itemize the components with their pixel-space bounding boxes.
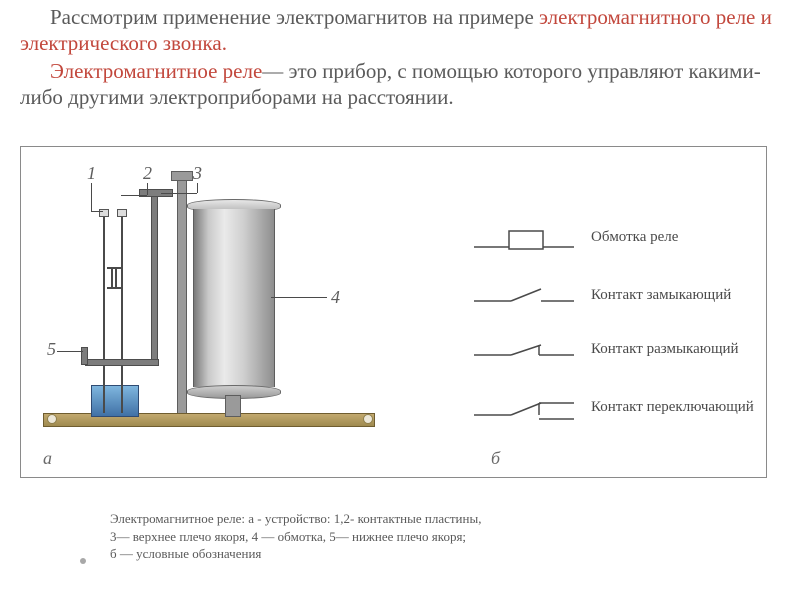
- leader-2: [147, 183, 148, 195]
- leader-4: [271, 297, 327, 298]
- callout-1: 1: [87, 163, 96, 184]
- callout-3: 3: [193, 163, 202, 184]
- caption-line-2: 3— верхнее плечо якоря, 4 — обмотка, 5— …: [110, 529, 466, 544]
- callout-4: 4: [331, 287, 340, 308]
- leader-1: [91, 211, 103, 212]
- symbol-co-contact: [469, 391, 579, 431]
- symbol-nc-contact: [469, 337, 579, 367]
- blue-block: [91, 385, 139, 417]
- coil-foot: [225, 395, 241, 417]
- page: Рассмотрим применение электромагнитов на…: [0, 0, 800, 600]
- symbol-no-contact: [469, 281, 579, 311]
- symbol-label-nc: Контакт размыкающий: [591, 341, 739, 358]
- leader-2: [121, 195, 147, 196]
- figure-box: 1 2 3 4 5 а б Обмотка реле Контакт замык…: [20, 146, 767, 478]
- contact-spring-1: [103, 213, 105, 413]
- leader-3: [161, 193, 197, 194]
- baseplate-rivet: [363, 414, 373, 424]
- contact-spring-2: [121, 213, 123, 413]
- contact-c: [111, 267, 121, 289]
- post: [177, 177, 187, 415]
- armature-vertical: [151, 193, 158, 365]
- panel-label-a: а: [43, 448, 52, 469]
- caption-line-1: Электромагнитное реле: а - устройство: 1…: [110, 511, 481, 526]
- p2-accent: Электромагнитное реле: [50, 59, 262, 83]
- spring-tip: [117, 209, 127, 217]
- leader-3: [197, 183, 198, 193]
- figure-caption: Электромагнитное реле: а - устройство: 1…: [110, 510, 740, 563]
- caption-line-3: б — условные обозначения: [110, 546, 261, 561]
- baseplate-rivet: [47, 414, 57, 424]
- paragraph-1: Рассмотрим применение электромагнитов на…: [20, 4, 780, 57]
- p1-text: Рассмотрим применение электромагнитов на…: [50, 5, 539, 29]
- leader-1: [91, 183, 92, 211]
- post-top: [171, 171, 193, 181]
- armature-hook: [81, 347, 88, 365]
- leader-5: [57, 351, 83, 352]
- coil-body: [193, 209, 275, 387]
- callout-5: 5: [47, 339, 56, 360]
- symbol-coil: [469, 223, 579, 257]
- bullet-icon: [80, 558, 86, 564]
- armature-bottom: [85, 359, 159, 366]
- symbol-label-coil: Обмотка реле: [591, 229, 678, 246]
- callout-2: 2: [143, 163, 152, 184]
- symbol-label-co: Контакт переключающий: [591, 399, 754, 416]
- symbol-label-no: Контакт замыкающий: [591, 287, 731, 304]
- panel-label-b: б: [491, 448, 500, 469]
- paragraph-2: Электромагнитное реле— это прибор, с пом…: [20, 58, 780, 111]
